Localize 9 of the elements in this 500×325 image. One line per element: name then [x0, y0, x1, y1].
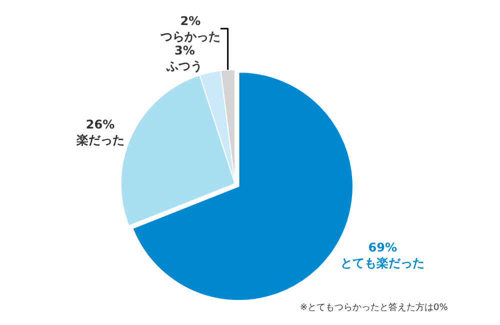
slice-label: ふつう [166, 59, 203, 74]
data-label: 69% [368, 240, 397, 254]
data-label: 26% [86, 118, 115, 132]
slice-label: つらかった [159, 29, 220, 44]
data-label: 2% [180, 14, 201, 28]
data-label: 3% [174, 43, 195, 58]
text: ※とてもつらかったと答えた方は0% [300, 302, 448, 313]
slice-label: とても楽だった [340, 256, 425, 270]
slice-label: 楽だった [75, 133, 124, 148]
